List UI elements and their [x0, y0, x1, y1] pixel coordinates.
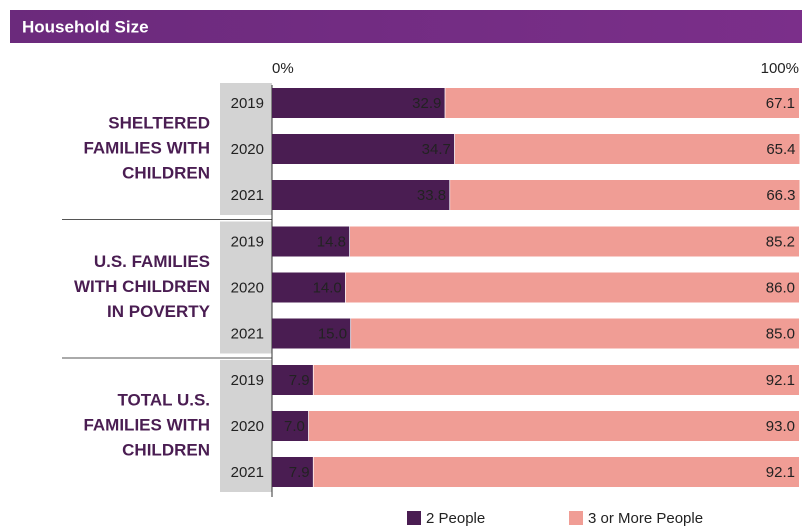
group-label: CHILDREN [122, 163, 210, 182]
legend-label: 2 People [426, 510, 485, 527]
bar-segment [445, 88, 799, 118]
value-label: 7.9 [289, 464, 310, 481]
value-label: 92.1 [766, 464, 795, 481]
bar-segment [313, 365, 799, 395]
year-band [220, 83, 272, 215]
bar-segment [454, 134, 800, 164]
bar-segment [450, 180, 800, 210]
group-label: U.S. FAMILIES [94, 252, 210, 271]
legend-swatch [569, 511, 583, 525]
category-label: 2020 [231, 279, 264, 296]
bar-segment [272, 180, 451, 210]
group-label: CHILDREN [122, 440, 210, 459]
bar-segment [272, 88, 446, 118]
value-label: 15.0 [318, 325, 347, 342]
legend-swatch [407, 511, 421, 525]
year-band [220, 360, 272, 492]
bar-segment [272, 272, 346, 303]
category-label: 2019 [231, 372, 264, 389]
category-label: 2020 [231, 141, 264, 158]
bar-segment [308, 411, 799, 441]
value-label: 93.0 [766, 418, 795, 435]
group-label: WITH CHILDREN [74, 277, 210, 296]
bar-segment [272, 318, 352, 349]
value-label: 85.0 [766, 325, 795, 342]
x-tick-label: 0% [272, 60, 294, 77]
value-label: 67.1 [766, 95, 795, 112]
bar-segment [272, 411, 309, 441]
legend-label: 3 or More People [588, 510, 703, 527]
category-label: 2021 [231, 464, 264, 481]
value-label: 86.0 [766, 279, 795, 296]
value-label: 34.7 [422, 141, 451, 158]
value-label: 14.8 [317, 233, 346, 250]
group-label: FAMILIES WITH [83, 138, 210, 157]
category-label: 2021 [231, 325, 264, 342]
value-label: 7.9 [289, 372, 310, 389]
value-label: 33.8 [417, 187, 446, 204]
header-bar [10, 10, 802, 43]
bar-segment [351, 318, 799, 349]
year-band [220, 221, 272, 354]
value-label: 14.0 [313, 279, 342, 296]
bar-segment [272, 226, 350, 257]
bar-segment [272, 365, 314, 395]
group-label: IN POVERTY [107, 302, 211, 321]
category-label: 2019 [231, 95, 264, 112]
value-label: 7.0 [284, 418, 305, 435]
group-label: SHELTERED [108, 113, 210, 132]
value-label: 85.2 [766, 233, 795, 250]
value-label: 65.4 [766, 141, 795, 158]
category-label: 2020 [231, 418, 264, 435]
bar-segment [272, 134, 455, 164]
value-label: 32.9 [412, 95, 441, 112]
group-label: FAMILIES WITH [83, 415, 210, 434]
value-label: 66.3 [766, 187, 795, 204]
category-label: 2021 [231, 187, 264, 204]
group-label: TOTAL U.S. [117, 390, 210, 409]
category-label: 2019 [231, 233, 264, 250]
bar-segment [345, 272, 799, 303]
bar-segment [272, 457, 314, 487]
value-label: 92.1 [766, 372, 795, 389]
chart-title: Household Size [22, 17, 149, 36]
bar-segment [313, 457, 799, 487]
bar-segment [349, 226, 799, 257]
x-tick-label: 100% [761, 60, 799, 77]
